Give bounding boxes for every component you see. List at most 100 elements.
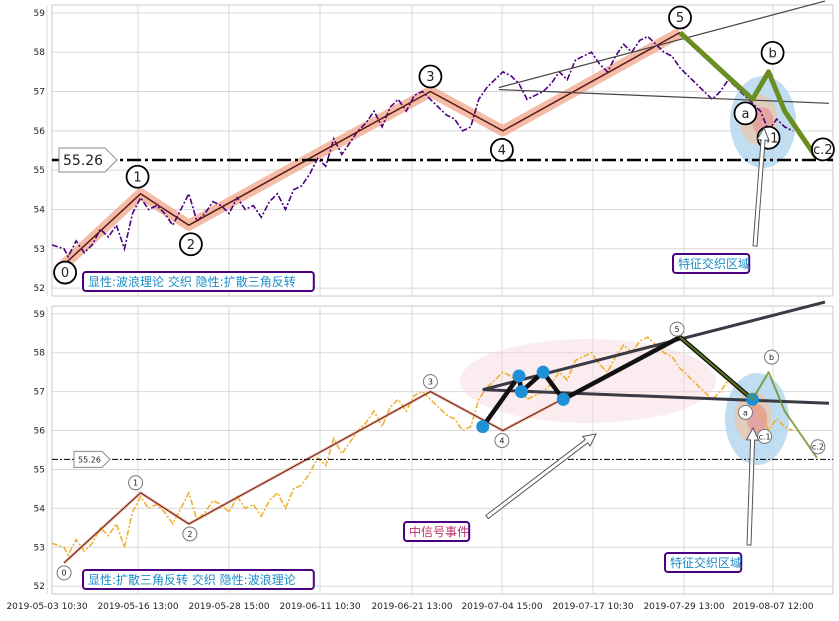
x-tick-label: 2019-07-04 15:00 (461, 602, 542, 612)
wave-label: a (743, 408, 748, 417)
y-tick-label: 53 (34, 543, 45, 553)
triangle-marker (556, 392, 570, 406)
y-tick-label: 55 (34, 465, 45, 475)
correction-path (678, 30, 819, 160)
wave-line (63, 336, 681, 564)
y-tick-label: 55 (34, 166, 45, 176)
wave-label: 2 (187, 238, 195, 253)
annotation-text: 显性:波浪理论 交织 隐性:扩散三角反转 (88, 274, 296, 289)
callout-arrow (752, 126, 770, 247)
signal-zone-ellipse (460, 339, 716, 423)
y-tick-label: 52 (34, 582, 45, 592)
x-tick-label: 2019-05-16 13:00 (97, 602, 178, 612)
plot-frame (51, 305, 834, 595)
annotation-text: 特征交织区域 (678, 256, 750, 271)
y-tick-label: 58 (34, 48, 46, 58)
wave-label: 5 (676, 11, 684, 26)
wave-label-circle (418, 64, 443, 89)
price-series-line (51, 35, 794, 259)
wave-label: 3 (428, 378, 433, 387)
wave-label-circle (178, 232, 203, 257)
top-panel: 525354555657585955.26012345abc.2c.1显性:波浪… (34, 0, 835, 297)
x-tick-label: 2019-05-28 15:00 (188, 602, 269, 612)
wave-label: 3 (426, 70, 434, 85)
annotation-text: 中信号事件 (409, 524, 469, 539)
wave-label: 4 (499, 436, 504, 445)
wave-label-circle (128, 475, 144, 491)
y-tick-label: 53 (34, 245, 45, 255)
triangle-marker (512, 369, 526, 383)
price-series-line (51, 336, 794, 557)
y-tick-label: 54 (34, 205, 46, 215)
y-tick-label: 56 (34, 127, 46, 137)
wave-label: 4 (498, 144, 506, 159)
y-tick-label: 52 (34, 284, 45, 294)
callout-arrow (485, 433, 597, 520)
wave-label-circle (422, 374, 438, 390)
wave-label: 1 (133, 170, 141, 185)
wave-label: 1 (133, 479, 138, 488)
reference-label-box (58, 147, 118, 173)
wave-label-circle (737, 404, 753, 420)
y-tick-label: 59 (34, 310, 46, 320)
annotation-box (664, 552, 743, 573)
wave-label: c.2 (813, 143, 833, 158)
wave-label-circle (668, 5, 692, 30)
wave-label-circle (669, 321, 685, 337)
triangle-marker (536, 365, 550, 379)
x-tick-label: 2019-05-03 10:30 (6, 602, 87, 612)
y-tick-label: 59 (34, 9, 46, 19)
y-tick-label: 57 (34, 388, 45, 398)
wave-label: 0 (62, 569, 67, 578)
wave-label: b (769, 353, 774, 362)
wave-label-circle (810, 439, 826, 455)
wave-label-circle (125, 164, 150, 189)
trend-line (482, 388, 830, 405)
annotation-box (82, 569, 315, 590)
y-tick-label: 58 (34, 349, 46, 359)
bottom-panel: 52 53 54 55 56 57 58 59 55.26 0 1 2 3 4 5 a b c.2 c.1 显性:扩散… (6, 300, 834, 612)
wave-label-circle (757, 428, 773, 444)
reference-label: 55.26 (63, 153, 103, 169)
trend-line (498, 88, 829, 104)
wave-label: a (742, 107, 750, 122)
callout-arrow (745, 426, 760, 546)
x-tick-label: 2019-08-07 12:00 (732, 602, 813, 612)
annotation-box (672, 253, 751, 274)
wave-label-circle (810, 137, 835, 162)
triangle-marker (514, 385, 528, 399)
wave-label: c.2 (812, 443, 824, 452)
wave-label-circle (733, 101, 758, 126)
wave-label-circle (182, 526, 198, 542)
wave-label-circle (760, 40, 785, 65)
wave-label: b (768, 47, 776, 62)
wave-label-circle (489, 137, 514, 162)
wave-label: 5 (674, 325, 679, 334)
wave-label-circle (764, 349, 780, 365)
y-tick-label: 54 (34, 504, 46, 514)
annotation-box (82, 271, 315, 292)
wave-label: c.1 (759, 432, 771, 441)
x-tick-label: 2019-07-29 13:00 (643, 602, 724, 612)
annotation-text: 显性:扩散三角反转 交织 隐性:波浪理论 (88, 572, 296, 587)
x-tick-label: 2019-06-11 10:30 (279, 602, 360, 612)
wave-label: 2 (187, 530, 192, 539)
reference-label-box (73, 450, 111, 468)
wave-line (63, 31, 681, 266)
y-tick-label: 57 (34, 88, 45, 98)
annotation-text: 特征交织区域 (670, 555, 742, 570)
annotation-box (403, 521, 471, 542)
wave-label-circle (53, 260, 77, 285)
correction-path (679, 336, 818, 459)
x-tick-label: 2019-07-17 10:30 (552, 602, 633, 612)
y-tick-label: 56 (34, 427, 46, 437)
plot-frame (51, 4, 834, 297)
wave-label-circle (56, 565, 72, 581)
triangle-marker (476, 420, 490, 434)
reference-label: 55.26 (78, 455, 101, 464)
wave-label: 0 (61, 266, 69, 281)
x-tick-label: 2019-06-21 13:00 (371, 602, 452, 612)
trend-line (498, 0, 826, 89)
